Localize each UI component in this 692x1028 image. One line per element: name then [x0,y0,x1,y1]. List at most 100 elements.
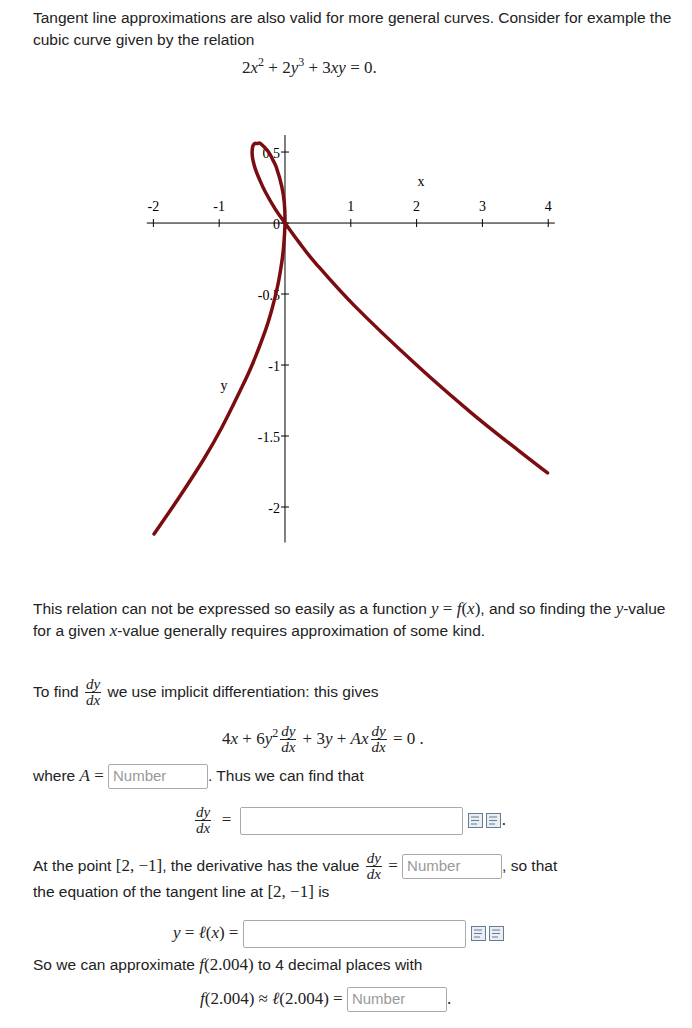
math: = [439,599,457,618]
math: + 3 [304,58,331,77]
y-tick [281,365,289,366]
numerator: dy [280,724,296,740]
math: = [181,923,199,942]
icon[interactable] [489,926,503,940]
exponent: 2 [258,55,264,69]
number-input[interactable]: Number [402,854,502,879]
math: + [333,729,351,748]
fraction: dydx [195,805,211,836]
icon[interactable] [471,926,485,940]
text: At the point [33,857,116,874]
icon-group [471,926,505,942]
text: to 4 decimal places with [254,956,423,973]
math-var: x [231,729,239,748]
math: [2, −1] [116,856,162,875]
text: -value generally requires approximation … [117,622,485,639]
math: 2 [242,58,251,77]
math-var: y [291,58,299,77]
text-block: Tangent line approximations are also val… [33,7,683,51]
math-var: xy [331,58,346,77]
text-block: y = ℓ(x) = [173,913,505,953]
input-icons[interactable] [471,926,505,942]
numerator: dy [371,724,387,740]
exponent: 2 [272,726,278,740]
y-tick-label: -1 [268,359,280,374]
text-block: where A = Number. Thus we can find that [33,756,364,796]
icon-glyph [492,930,500,937]
number-input[interactable]: Number [108,764,208,789]
text-block: So we can approximate f(2.004) to 4 deci… [33,945,422,985]
x-tick [548,219,549,227]
icon[interactable] [486,813,500,827]
y-tick [281,152,289,153]
denominator: dx [371,740,387,755]
text-block: the equation of the tangent line at [2, … [33,872,329,912]
formula-input[interactable] [240,807,463,835]
math: + 2 [264,58,291,77]
x-tick [153,219,154,227]
number-input[interactable]: Number [347,987,447,1012]
math: + 3 [298,729,325,748]
math-var: y [265,729,273,748]
math-var: x [467,599,475,618]
icon[interactable] [468,813,482,827]
math-var: A [80,766,90,785]
x-tick [350,219,351,227]
y-tick [281,436,289,437]
math: (2.004) = [279,989,347,1008]
math: ( [206,923,212,942]
math: . [447,989,451,1008]
numerator: dy [366,851,382,867]
denominator: dx [280,740,296,755]
math: ( [461,599,467,618]
math: (2.004) [204,955,254,974]
fraction: dydx [85,677,101,708]
page: {"document": {"blocks": [ {"parts": [{"t… [0,0,692,1028]
math: [2, −1] [267,882,313,901]
math-var: x [110,621,118,640]
math: = 0 . [389,729,424,748]
math-var: ℓ [272,989,279,1008]
fraction: dydx [371,724,387,755]
math-var: x [251,58,259,77]
y-tick [281,507,289,508]
icon-glyph [489,817,497,824]
input-icons[interactable] [468,813,502,829]
y-tick-label: 0 [273,217,280,232]
math-var: y [431,599,439,618]
math-var: y [173,923,181,942]
icon-group [468,813,502,829]
math-var: Ax [351,729,369,748]
x-tick-label: 3 [479,199,486,214]
math: = [90,766,108,785]
text-block: f(2.004) ≈ ℓ(2.004) = Number. [200,979,451,1019]
x-tick [416,219,417,227]
formula-input[interactable] [243,920,466,948]
text: where [33,767,80,784]
denominator: dx [195,821,211,836]
text-block: This relation can not be expressed so ea… [33,598,678,642]
icon-glyph [471,817,479,824]
text: To find [33,683,83,700]
plot-area [154,143,548,534]
x-tick-label: 2 [413,199,420,214]
text: Tangent line approximations are also val… [33,9,671,48]
numerator: dy [195,805,211,821]
text: we use implicit differentiation: this gi… [103,683,378,700]
denominator: dx [366,867,382,882]
math-var: f [199,955,204,974]
math: (2.004) ≈ [205,989,272,1008]
y-tick [281,294,289,295]
text: This relation can not be expressed so ea… [33,600,431,617]
x-tick-label: -2 [148,199,160,214]
x-tick-label: 4 [545,199,552,214]
denominator: dx [85,693,101,708]
text: . Thus we can find that [208,767,364,784]
x-tick-label: 1 [347,199,354,214]
math-var: f [457,599,462,618]
text: is [314,883,330,900]
math-var: y [616,599,624,618]
exponent: 3 [298,55,304,69]
x-tick [482,219,483,227]
math: 4 [222,729,231,748]
